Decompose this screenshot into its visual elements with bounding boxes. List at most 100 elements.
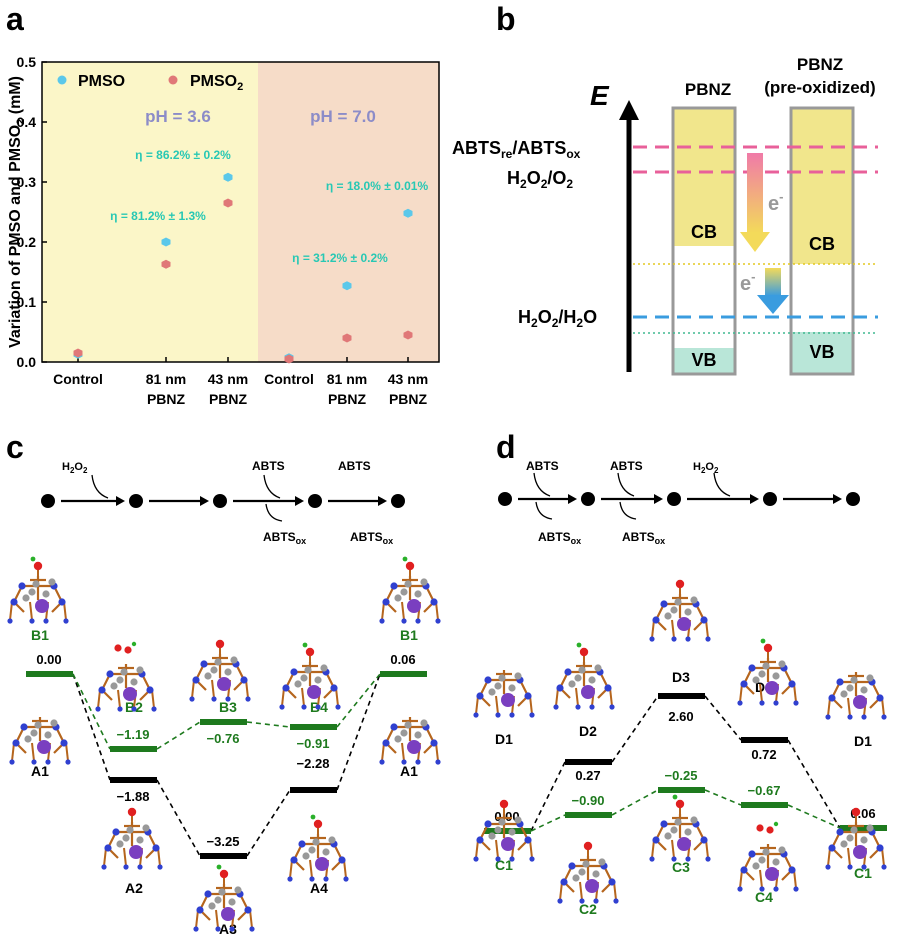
black-energy-value: 0.06 [390,652,415,667]
green-path-connector [611,789,659,816]
black-energy-level [565,759,612,765]
pbnz-column-title: PBNZ [685,80,731,99]
preoxidized-cb-band [791,108,853,264]
green-energy-level [484,828,531,834]
ph-7.0-label: pH = 7.0 [310,107,376,126]
molecule-structure [95,641,157,712]
molecule-structure [9,717,71,765]
black-path-connector [704,695,742,741]
x-tick-label-line2: PBNZ [389,391,428,407]
x-tick-label-line2: PBNZ [209,391,248,407]
data-points [73,172,413,364]
molecule-structure [7,556,69,624]
molecule-structure [189,639,251,702]
black-energy-level [110,777,157,783]
scheme-curved-arrow [265,503,283,522]
scheme-arrowhead [750,494,759,504]
black-energy-value: −2.28 [297,756,330,771]
black-state-name: A4 [310,880,328,896]
molecule-structure [279,642,341,710]
scheme-d-abts-1: ABTS [526,459,559,473]
black-energy-level [658,693,705,699]
pmso-point [342,281,352,291]
scheme-c-abtsox-2: ABTSox [350,530,393,546]
green-path-connector [156,721,201,750]
preoxidized-vb-label: VB [809,342,834,362]
molecule-structure [101,807,163,870]
panel-d-label: d [496,429,516,465]
green-energy-value: −0.90 [572,793,605,808]
x-axis: Control 81 nm PBNZ 43 nm PBNZ Control 81 nm PBN… [53,357,428,407]
black-state-name: D1 [495,731,513,747]
pbnz-cb-band [673,108,735,246]
preoxidized-column [789,106,855,376]
pbnz-column [671,106,737,376]
molecule-structure [737,638,799,706]
black-energy-value: −1.88 [117,789,150,804]
green-energy-value: −0.67 [748,783,781,798]
x-tick-label: 43 nm [208,371,248,387]
pbnz-vb-band [673,348,735,374]
scheme-arrowhead [295,496,304,506]
scheme-d-abtsox-2: ABTSox [622,530,665,546]
green-energy-level [741,802,788,808]
scheme-curved-arrow [91,474,109,499]
green-energy-value: −0.25 [665,768,698,783]
molecule-structure [473,670,535,718]
pmso2-point [403,330,413,340]
black-path-connector [611,695,659,763]
efficiency-81nm-ph3.6: η = 81.2% ± 1.3% [110,209,206,223]
green-energy-level [840,825,887,831]
green-energy-level [290,724,337,730]
electron-arrow-2-head [757,295,789,314]
green-state-name: C4 [755,889,773,905]
black-state-name: D1 [854,733,872,749]
black-state-name: D3 [672,669,690,685]
x-tick-label-line2: PBNZ [147,391,186,407]
legend-pmso2-marker [168,75,178,85]
scheme-node [391,494,405,508]
scheme-node [846,492,860,506]
pmso2-point [73,348,83,358]
x-tick-label: 43 nm [388,371,428,387]
legend-pmso-marker [57,75,67,85]
panel-b-label: b [496,1,516,37]
legend-pmso-label: PMSO [78,73,125,90]
preoxidized-vb-band [791,332,853,374]
black-state-name: A1 [31,763,49,779]
black-path-connector [246,789,291,857]
electron-label-2: e- [740,269,755,295]
electron-arrow-1-shaft [747,153,763,233]
molecule-structure [737,821,799,892]
y-axis-title: Variation of PMSO and PMSO2 (mM) [7,76,27,348]
y-tick-label: 0.0 [17,354,37,370]
x-tick-label: Control [264,371,314,387]
black-path-connector [156,779,201,857]
black-path-connector [787,739,841,829]
pmso2-point [342,333,352,343]
panel-a-label: a [6,1,24,37]
scheme-arrowhead [200,496,209,506]
electron-label-1: e- [768,189,783,215]
energy-profile-d: 0.00D1C10.27−0.90D2C22.60−0.25D3C30.72−0… [473,579,887,917]
y-tick-label: 0.2 [17,234,37,250]
black-state-name: A2 [125,880,143,896]
scheme-c-abtsox-1: ABTSox [263,530,306,546]
black-energy-level [290,787,337,793]
y-tick-label: 0.3 [17,174,37,190]
reaction-scheme-d: ABTS ABTS ABTSox ABTSox H2O2 [498,459,860,546]
pmso2-point [284,354,294,364]
black-energy-value: 0.00 [36,652,61,667]
scheme-curved-arrow [617,472,635,497]
pbnz-vb-label: VB [691,350,716,370]
scheme-curved-arrow [263,474,281,499]
green-state-name: B3 [219,699,237,715]
black-state-name: A1 [400,763,418,779]
pbnz-preoxidized-title-line1: PBNZ [797,55,843,74]
x-tick-label-line2: PBNZ [328,391,367,407]
molecule-structure [193,864,255,932]
black-energy-level [200,853,247,859]
black-path-connector [72,673,111,781]
y-tick-label: 0.4 [17,114,37,130]
